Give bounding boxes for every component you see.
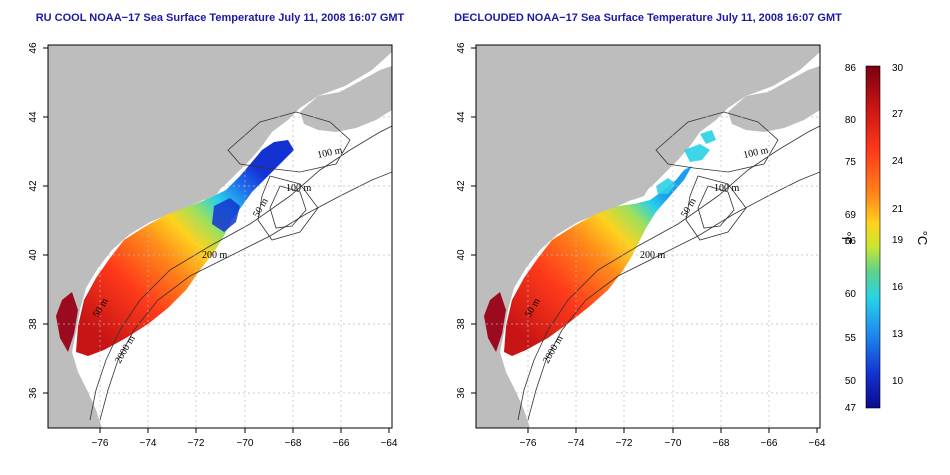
left-sst-swath [76,140,294,356]
left-grid [48,45,392,428]
left-y-tick-38: 38 [28,318,39,330]
right-y-tick-46: 46 [456,42,467,54]
left-y-tick-46: 46 [28,42,39,54]
left-depth-label-200: 200 m [202,250,228,261]
right-plot-frame [475,44,821,429]
colorbar-c-tick-13: 13 [892,329,904,340]
left-x-axis: −76 −74 −72 −70 −68 −66 −64 [92,428,398,449]
left-y-tick-42: 42 [28,180,39,192]
right-x-tick-70: −70 [665,438,682,449]
left-land-capecod [200,182,222,200]
left-depth-label-100a: 100 m [316,145,343,161]
right-bay [484,292,506,352]
left-cold-patch [212,198,240,232]
right-grid [476,45,820,428]
right-depth-label-200: 200 m [640,250,666,261]
right-y-tick-44: 44 [456,111,467,123]
right-x-tick-66: −66 [761,438,778,449]
colorbar-celsius-ticks: 30 27 24 21 19 16 13 10 [892,63,904,387]
left-x-tick-76: −76 [92,438,109,449]
colorbar-celsius-unit: °C [915,231,930,246]
right-land-mainland [476,45,820,428]
left-land-novascotia [300,66,392,132]
colorbar-f-tick-75: 75 [845,157,857,168]
colorbar-f-tick-66: 66 [845,236,857,247]
colorbar-f-tick-55: 55 [845,333,857,344]
left-x-tick-64: −64 [381,438,398,449]
colorbar-c-tick-19: 19 [892,235,904,246]
left-y-tick-44: 44 [28,111,39,123]
colorbar-c-tick-21: 21 [892,204,904,215]
colorbar-f-tick-86: 86 [845,63,857,74]
colorbar-f-tick-80: 80 [845,115,857,126]
right-x-tick-64: −64 [809,438,826,449]
right-depth-label-100a: 100 m [742,145,769,161]
right-cloud-patches [656,130,716,194]
colorbar-c-tick-30: 30 [892,63,904,74]
left-depth-label-100b: 100 m [286,183,312,194]
right-y-tick-38: 38 [456,318,467,330]
colorbar-f-tick-60: 60 [845,289,857,300]
left-plot-frame [47,44,393,429]
right-y-axis: 36 38 40 42 44 46 [456,42,476,399]
left-y-tick-36: 36 [28,387,39,399]
colorbar-f-tick-69: 69 [845,210,857,221]
left-map-panel: RU COOL NOAA−17 Sea Surface Temperature … [28,12,405,449]
right-x-tick-74: −74 [568,438,585,449]
right-depth-label-100b: 100 m [714,183,740,194]
colorbar-f-tick-50: 50 [845,376,857,387]
left-depth-contours [89,111,392,421]
right-panel-title: DECLOUDED NOAA−17 Sea Surface Temperatur… [454,12,842,24]
left-x-tick-74: −74 [140,438,157,449]
right-x-tick-68: −68 [713,438,730,449]
colorbar-c-tick-27: 27 [892,109,904,120]
colorbar-c-tick-10: 10 [892,376,904,387]
right-x-tick-72: −72 [616,438,633,449]
colorbar-gradient [865,65,881,409]
left-y-tick-40: 40 [28,249,39,261]
colorbar-f-tick-47: 47 [845,403,857,414]
right-y-tick-40: 40 [456,249,467,261]
left-x-tick-70: −70 [237,438,254,449]
right-y-tick-36: 36 [456,387,467,399]
colorbar: 86 80 75 69 66 60 55 50 47 30 27 24 21 1… [839,63,930,414]
colorbar-fahrenheit-ticks: 86 80 75 69 66 60 55 50 47 [845,63,857,414]
left-panel-title: RU COOL NOAA−17 Sea Surface Temperature … [36,12,405,24]
right-map-panel: DECLOUDED NOAA−17 Sea Surface Temperatur… [454,12,842,449]
left-land-mainland [48,45,392,428]
right-land-novascotia [728,66,820,132]
colorbar-c-tick-16: 16 [892,282,904,293]
left-bay [56,292,78,352]
right-y-tick-42: 42 [456,180,467,192]
colorbar-c-tick-24: 24 [892,156,904,167]
right-x-tick-76: −76 [520,438,537,449]
left-x-tick-68: −68 [285,438,302,449]
left-x-tick-66: −66 [333,438,350,449]
colorbar-fahrenheit-unit: °F [839,231,854,244]
right-land-capecod [628,182,650,200]
left-x-tick-72: −72 [188,438,205,449]
right-sst-swath [504,166,692,356]
right-x-axis: −76 −74 −72 −70 −68 −66 −64 [520,428,826,449]
left-y-axis: 36 38 40 42 44 46 [28,42,48,399]
